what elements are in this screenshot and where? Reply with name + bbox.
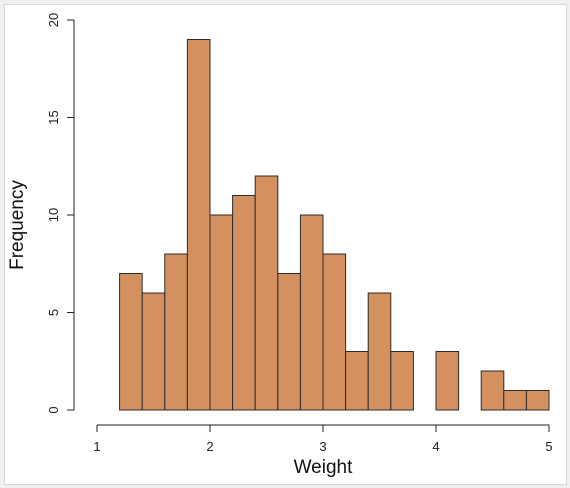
histogram-bar-2: [164, 253, 188, 411]
x-tick-label: 5: [545, 439, 552, 454]
histogram-bar-18: [525, 390, 550, 411]
y-tick-label: 5: [46, 309, 61, 316]
y-axis-title: Frequency: [7, 180, 28, 270]
histogram-bar-1: [141, 292, 166, 411]
x-axis: 1 2 3 4 5: [93, 424, 553, 454]
histogram-bar-3: [186, 39, 211, 411]
histogram-bar-9: [322, 253, 347, 411]
y-tick-label: 20: [46, 13, 61, 27]
y-tick-label: 0: [46, 406, 61, 413]
bars-group: [119, 39, 550, 411]
x-tick-label: 1: [93, 439, 100, 454]
histogram-bar-7: [277, 273, 301, 411]
histogram-chart: 0 5 10 15 20 1 2 3 4 5 Weight Frequency: [7, 13, 553, 478]
y-tick-label: 15: [46, 110, 61, 124]
x-tick-label: 4: [432, 439, 439, 454]
histogram-bar-8: [299, 214, 324, 411]
chart-frame: 0 5 10 15 20 1 2 3 4 5 Weight Frequency: [4, 4, 567, 485]
histogram-bar-16: [480, 370, 505, 411]
y-axis: 0 5 10 15 20: [46, 13, 75, 414]
x-axis-title: Weight: [294, 457, 354, 478]
histogram-bar-11: [367, 292, 392, 411]
x-tick-label: 3: [319, 439, 326, 454]
histogram-bar-0: [119, 273, 143, 411]
histogram-bar-5: [232, 195, 256, 411]
histogram-bar-17: [503, 390, 527, 411]
x-tick-label: 2: [206, 439, 213, 454]
histogram-bar-6: [254, 175, 279, 411]
histogram-bar-14: [435, 351, 460, 411]
histogram-bar-4: [209, 214, 234, 411]
y-tick-label: 10: [46, 208, 61, 222]
histogram-bar-12: [390, 351, 414, 411]
histogram-bar-10: [345, 351, 369, 411]
